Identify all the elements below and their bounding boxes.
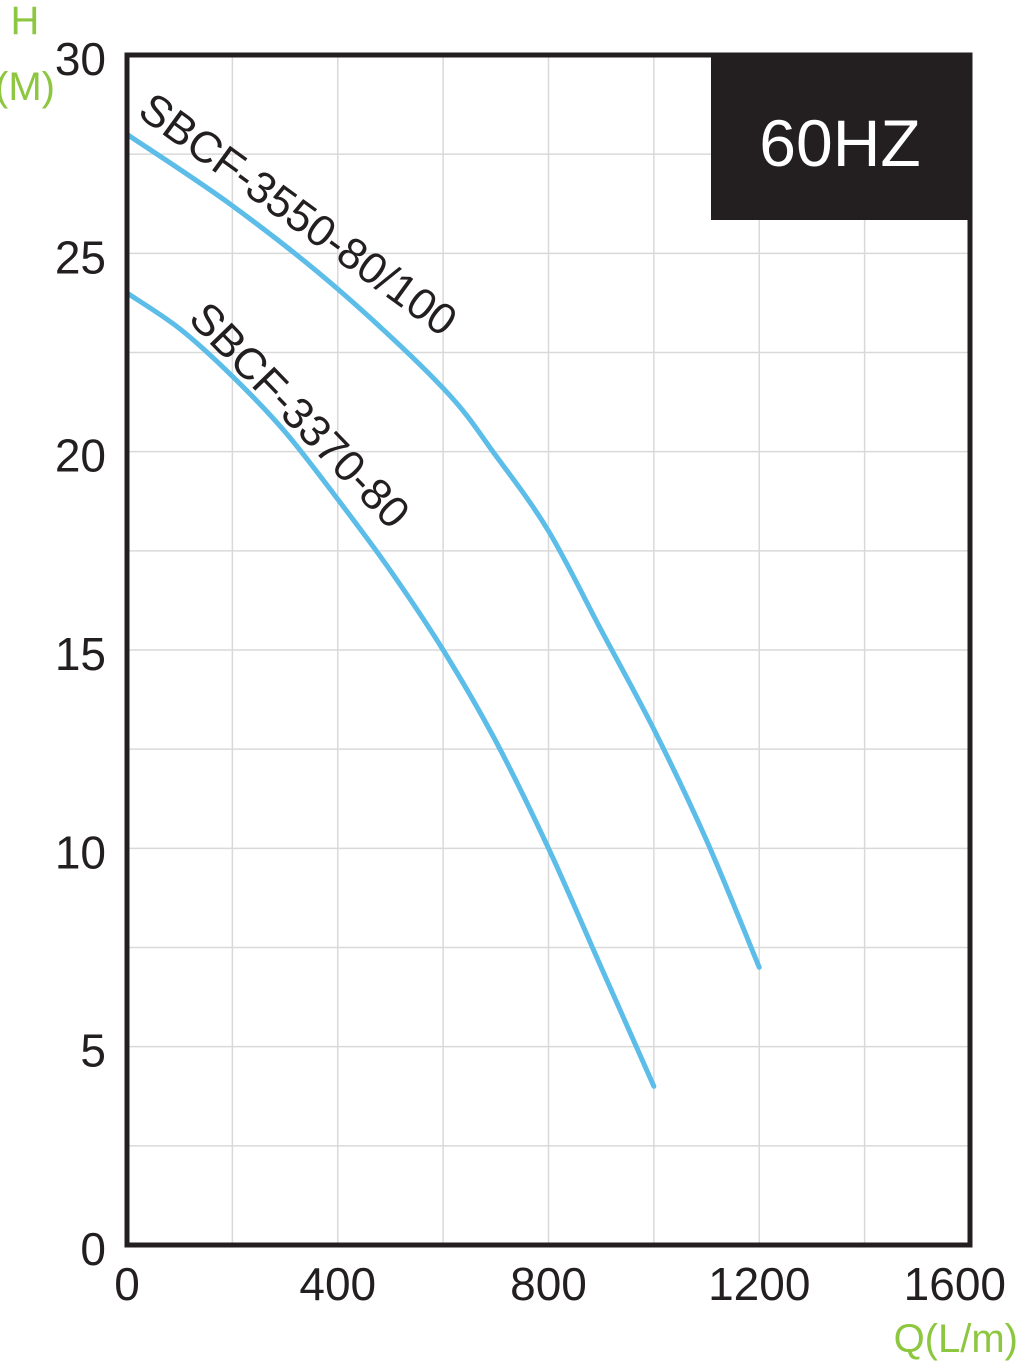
grid-layer <box>127 55 970 1245</box>
y-axis-unit: (M) <box>0 65 55 109</box>
curve-layer <box>124 131 762 1089</box>
x-tick-label: 400 <box>299 1258 376 1310</box>
y-axis-symbol: H <box>11 0 40 43</box>
x-axis-unit: Q(L/m) <box>894 1317 1018 1361</box>
badge-text: 60HZ <box>759 106 920 180</box>
y-tick-label: 0 <box>80 1223 106 1275</box>
y-tick-label: 30 <box>55 33 106 85</box>
plot-frame <box>124 52 973 1248</box>
series-line-2 <box>124 290 657 1089</box>
series-line-1 <box>124 131 762 970</box>
y-tick-label: 15 <box>55 628 106 680</box>
y-tick-label: 25 <box>55 231 106 283</box>
x-tick-label: 1600 <box>904 1258 1006 1310</box>
y-tick-label: 10 <box>55 826 106 878</box>
frequency-badge: 60HZ <box>711 55 970 220</box>
series-label-1: SBCF-3550-80/100 <box>130 83 466 345</box>
x-tick-label: 1200 <box>708 1258 810 1310</box>
y-tick-label: 20 <box>55 430 106 482</box>
badge-background <box>711 55 970 220</box>
axis-layer: 0 5 10 15 20 25 30 0 400 800 1200 1600 <box>55 33 1006 1310</box>
x-tick-label: 800 <box>510 1258 587 1310</box>
x-tick-label: 0 <box>114 1258 140 1310</box>
y-tick-label: 5 <box>80 1025 106 1077</box>
